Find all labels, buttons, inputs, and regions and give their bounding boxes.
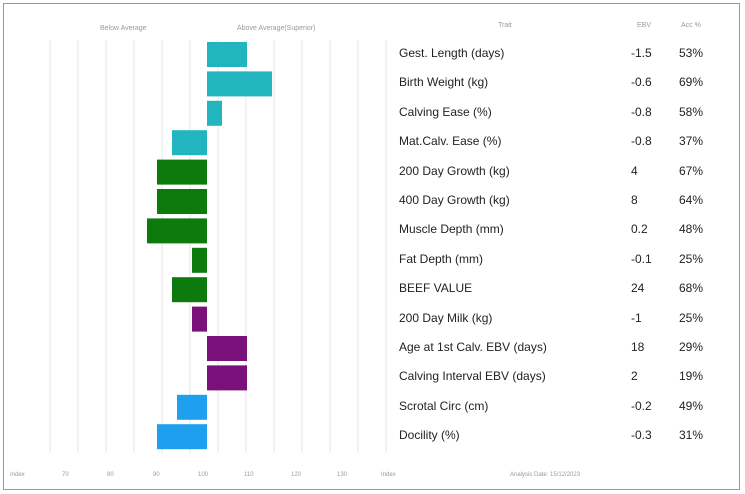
acc-value: 58% xyxy=(679,105,703,119)
footer-tick-label: 80 xyxy=(107,472,114,478)
bar xyxy=(157,189,207,214)
acc-value: 64% xyxy=(679,193,703,207)
acc-value: 67% xyxy=(679,164,703,178)
footer-tick-label: 120 xyxy=(291,472,301,478)
bar xyxy=(157,424,207,449)
footer-tick-label: 100 xyxy=(198,472,208,478)
ebv-value: 0.2 xyxy=(631,222,648,236)
bar xyxy=(207,42,247,67)
bar xyxy=(207,71,272,96)
acc-value: 69% xyxy=(679,75,703,89)
trait-label: Scrotal Circ (cm) xyxy=(399,399,488,413)
trait-label: Calving Ease (%) xyxy=(399,105,492,119)
bar xyxy=(172,130,207,155)
trait-label: Mat.Calv. Ease (%) xyxy=(399,134,501,148)
ebv-value: -0.8 xyxy=(631,105,652,119)
bar xyxy=(207,365,247,390)
bar xyxy=(157,160,207,185)
acc-value: 29% xyxy=(679,340,703,354)
ebv-value: 18 xyxy=(631,340,644,354)
bar xyxy=(192,307,207,332)
bar xyxy=(207,336,247,361)
footer-tick-label: 70 xyxy=(62,472,69,478)
ebv-value: -0.8 xyxy=(631,134,652,148)
trait-label: Gest. Length (days) xyxy=(399,46,504,60)
trait-label: Birth Weight (kg) xyxy=(399,75,488,89)
acc-value: 53% xyxy=(679,46,703,60)
bar xyxy=(192,248,207,273)
ebv-value: -1.5 xyxy=(631,46,652,60)
acc-value: 25% xyxy=(679,252,703,266)
trait-label: Calving Interval EBV (days) xyxy=(399,369,546,383)
trait-label: BEEF VALUE xyxy=(399,281,472,295)
ebv-value: 2 xyxy=(631,369,638,383)
trait-label: Docility (%) xyxy=(399,428,460,442)
bar xyxy=(172,277,207,302)
footer-tick-label: 90 xyxy=(153,472,160,478)
trait-label: Muscle Depth (mm) xyxy=(399,222,504,236)
ebv-value: 8 xyxy=(631,193,638,207)
footer-tick-label: 110 xyxy=(244,472,254,478)
bar xyxy=(177,395,207,420)
acc-value: 31% xyxy=(679,428,703,442)
footer-index-label-right: Index xyxy=(381,472,396,478)
bar xyxy=(147,218,207,243)
ebv-value: -0.3 xyxy=(631,428,652,442)
acc-value: 25% xyxy=(679,311,703,325)
acc-value: 49% xyxy=(679,399,703,413)
trait-label: 200 Day Milk (kg) xyxy=(399,311,492,325)
ebv-value: 24 xyxy=(631,281,644,295)
trait-label: 200 Day Growth (kg) xyxy=(399,164,510,178)
trait-label: Fat Depth (mm) xyxy=(399,252,483,266)
acc-value: 68% xyxy=(679,281,703,295)
ebv-value: -1 xyxy=(631,311,642,325)
acc-value: 48% xyxy=(679,222,703,236)
trait-label: 400 Day Growth (kg) xyxy=(399,193,510,207)
ebv-value: -0.2 xyxy=(631,399,652,413)
ebv-value: 4 xyxy=(631,164,638,178)
footer-tick-label: 130 xyxy=(337,472,347,478)
trait-label: Age at 1st Calv. EBV (days) xyxy=(399,340,547,354)
footer-index-label: Index xyxy=(10,472,25,478)
acc-value: 37% xyxy=(679,134,703,148)
ebv-value: -0.1 xyxy=(631,252,652,266)
acc-value: 19% xyxy=(679,369,703,383)
bar xyxy=(207,101,222,126)
ebv-value: -0.6 xyxy=(631,75,652,89)
analysis-date: Analysis Date: 15/12/2023 xyxy=(510,472,580,478)
